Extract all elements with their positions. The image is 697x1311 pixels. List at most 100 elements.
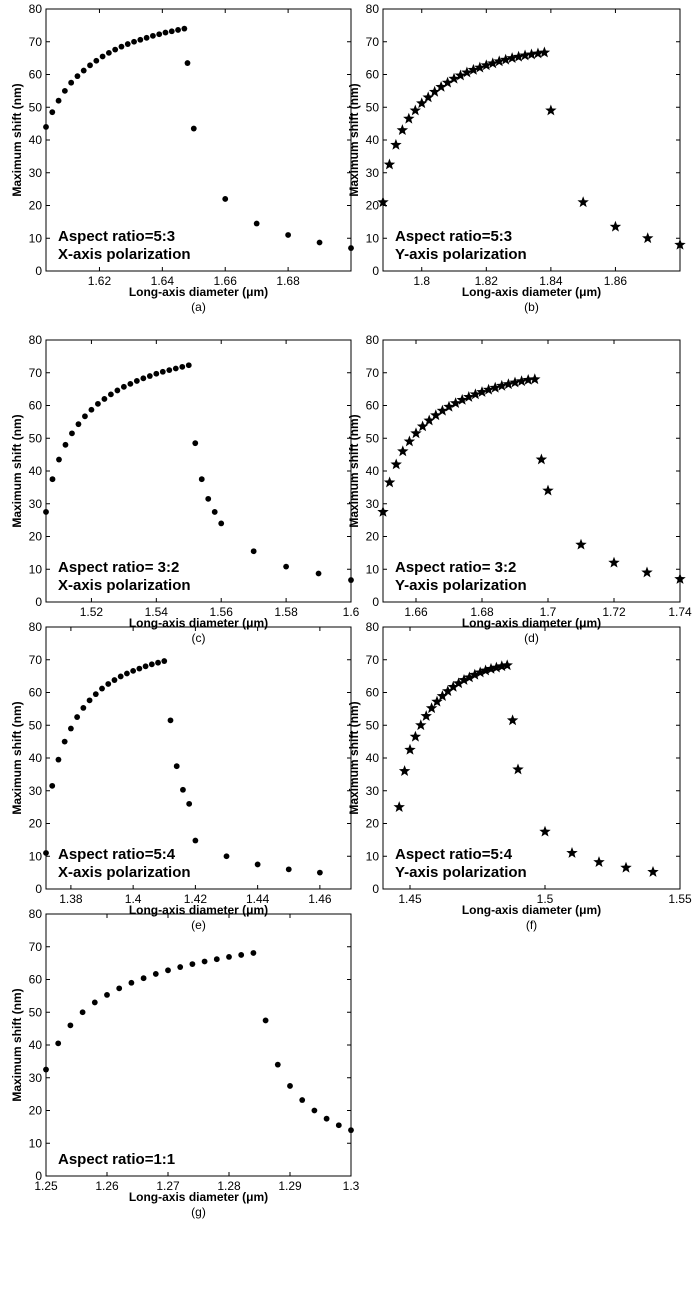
annotation-line: Y-axis polarization: [395, 577, 527, 594]
panel-caption: (a): [191, 300, 206, 314]
data-point-star: [479, 664, 492, 676]
data-point-star: [501, 659, 513, 671]
data-point: [153, 370, 160, 377]
annotation-line: Aspect ratio=1:1: [58, 1151, 175, 1168]
y-tick-label: 10: [29, 562, 43, 576]
data-point: [137, 36, 144, 43]
data-point: [133, 378, 140, 384]
panel-caption: (e): [191, 918, 206, 932]
x-axis-label: Long-axis diameter (μm): [129, 285, 268, 299]
x-tick-label: 1.68: [470, 605, 494, 619]
data-point-star: [641, 566, 653, 578]
data-point: [86, 697, 93, 704]
data-point-star: [499, 53, 512, 65]
x-tick-label: 1.7: [540, 605, 557, 619]
data-point: [238, 952, 245, 958]
data-point-star: [410, 427, 422, 439]
data-point-star: [609, 220, 622, 232]
data-point-star: [390, 458, 402, 470]
data-point-star: [441, 76, 454, 88]
data-point: [120, 383, 127, 390]
y-tick-label: 50: [29, 1005, 43, 1019]
panel-caption: (d): [524, 631, 539, 645]
data-point: [262, 1017, 269, 1024]
data-point-star: [509, 376, 521, 388]
annotation-line: Aspect ratio=5:4: [395, 846, 513, 863]
data-point-star: [545, 104, 557, 116]
data-point: [74, 73, 81, 80]
data-point: [181, 25, 188, 32]
x-tick-label: 1.66: [404, 605, 428, 619]
data-point-star: [415, 719, 427, 731]
y-tick-label: 70: [29, 366, 43, 380]
data-point: [79, 1009, 86, 1016]
data-point: [136, 665, 143, 672]
data-point-star: [467, 63, 480, 75]
data-point: [254, 861, 261, 868]
data-point-star: [458, 674, 470, 685]
y-tick-label: 40: [366, 751, 380, 765]
y-tick-label: 40: [29, 464, 43, 478]
data-point: [173, 763, 180, 770]
data-point: [116, 985, 123, 992]
axes-frame: [45, 913, 352, 1177]
data-point: [348, 1127, 354, 1134]
y-tick-label: 80: [29, 907, 43, 921]
data-point: [192, 837, 199, 844]
annotation-line: X-axis polarization: [58, 246, 191, 263]
panel-f: 0 10 20 30 40 50 60 70 80 1.45 1.5 1.55 Long-axis di…: [347, 620, 692, 932]
data-point: [105, 681, 112, 687]
data-point-star: [525, 48, 538, 60]
data-point: [250, 548, 257, 555]
y-tick-label: 30: [366, 497, 380, 511]
y-tick-label: 80: [366, 333, 380, 347]
data-point: [127, 380, 134, 387]
data-point: [117, 673, 124, 680]
data-point-star: [519, 49, 531, 61]
x-tick-label: 1.52: [80, 605, 104, 619]
x-tick-label: 1.54: [145, 605, 169, 619]
y-axis-label: Maximum shift (nm): [10, 414, 24, 527]
y-tick-label: 10: [366, 849, 380, 863]
data-point: [99, 685, 105, 692]
data-point-star: [442, 685, 454, 697]
data-point: [285, 866, 292, 873]
annotation-line: Aspect ratio=5:4: [58, 846, 176, 863]
y-tick-label: 30: [366, 784, 380, 798]
data-point: [118, 43, 125, 50]
data-point-star: [377, 505, 389, 517]
y-tick-label: 20: [29, 817, 43, 831]
y-tick-label: 0: [35, 264, 42, 278]
data-point-star: [383, 476, 396, 488]
y-tick-label: 80: [29, 2, 43, 16]
y-tick-label: 0: [372, 264, 379, 278]
x-tick-label: 1.26: [95, 1179, 119, 1193]
x-tick-label: 1.38: [59, 892, 83, 906]
y-tick-label: 50: [366, 100, 380, 114]
data-point-star: [452, 677, 465, 689]
data-point: [223, 853, 230, 860]
data-point-star: [431, 695, 443, 707]
data-point-star: [532, 47, 544, 59]
panel-d: 0 10 20 30 40 50 60 70 80 1.66 1.68 1.7 1.72 1.74 Long…: [347, 333, 692, 645]
y-tick-label: 20: [29, 1104, 43, 1118]
y-tick-label: 80: [366, 2, 380, 16]
data-point: [192, 440, 199, 447]
y-tick-label: 0: [372, 882, 379, 896]
x-tick-label: 1.74: [668, 605, 692, 619]
y-tick-label: 20: [29, 199, 43, 213]
data-point: [75, 421, 82, 428]
data-point-star: [502, 378, 515, 390]
x-tick-label: 1.56: [210, 605, 234, 619]
data-point-star: [493, 55, 505, 67]
data-point-star: [463, 671, 476, 683]
data-point-star: [469, 668, 481, 680]
data-point: [124, 41, 131, 47]
y-tick-label: 60: [366, 68, 380, 82]
data-point: [43, 509, 49, 515]
x-tick-label: 1.66: [214, 274, 238, 288]
data-point: [316, 869, 323, 876]
data-point-star: [522, 373, 534, 385]
x-tick-label: 1.86: [604, 274, 628, 288]
data-point: [250, 950, 257, 956]
